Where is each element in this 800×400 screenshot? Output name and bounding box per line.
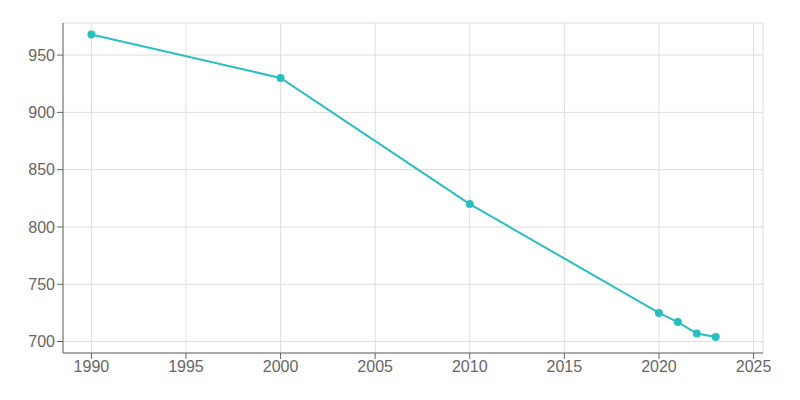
svg-text:900: 900 [28,104,55,121]
svg-text:2000: 2000 [263,358,299,375]
svg-text:1995: 1995 [168,358,204,375]
svg-text:750: 750 [28,276,55,293]
svg-text:2015: 2015 [547,358,583,375]
svg-text:700: 700 [28,333,55,350]
svg-text:800: 800 [28,219,55,236]
svg-text:950: 950 [28,47,55,64]
svg-text:850: 850 [28,161,55,178]
svg-text:2010: 2010 [452,358,488,375]
svg-text:2005: 2005 [357,358,393,375]
svg-text:2025: 2025 [736,358,772,375]
svg-text:1990: 1990 [74,358,110,375]
svg-text:2020: 2020 [641,358,677,375]
